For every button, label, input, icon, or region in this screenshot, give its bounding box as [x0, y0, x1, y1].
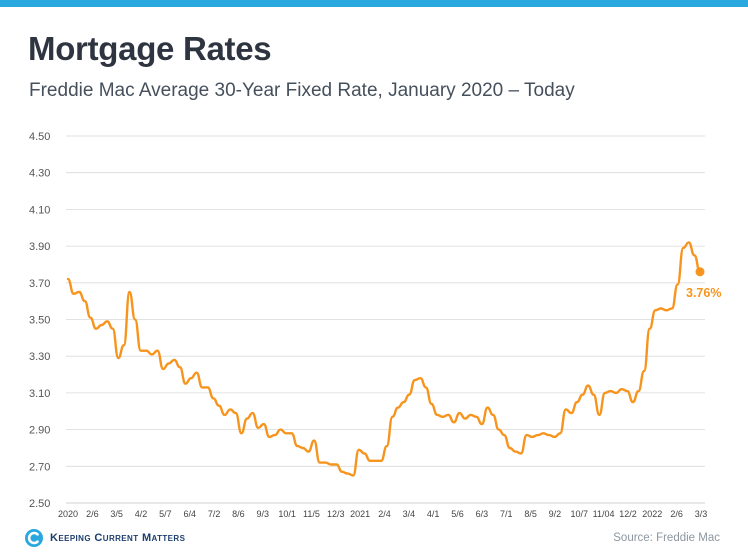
- y-tick-label: 4.10: [29, 204, 50, 216]
- x-tick-label: 2/6: [670, 509, 683, 519]
- x-tick-label: 4/1: [427, 509, 440, 519]
- x-tick-label: 10/7: [571, 509, 589, 519]
- x-tick-label: 2/6: [86, 509, 99, 519]
- chart-subtitle: Freddie Mac Average 30-Year Fixed Rate, …: [29, 80, 575, 101]
- rate-series-line: [66, 241, 702, 477]
- y-tick-label: 4.50: [29, 131, 50, 143]
- x-tick-label: 7/2: [208, 509, 221, 519]
- x-tick-label: 6/4: [183, 509, 196, 519]
- y-tick-label: 4.30: [29, 168, 50, 180]
- x-tick-label: 5/7: [159, 509, 172, 519]
- x-tick-label: 3/4: [403, 509, 416, 519]
- x-tick-label: 2020: [58, 509, 78, 519]
- x-tick-label: 6/3: [476, 509, 489, 519]
- y-tick-label: 3.30: [29, 351, 50, 363]
- last-value-label: 3.76%: [686, 286, 721, 300]
- x-tick-label: 9/3: [257, 509, 270, 519]
- y-tick-label: 2.90: [29, 425, 50, 437]
- y-axis-tick-labels: 4.50 4.30 4.10 3.90 3.70 3.50 3.30 3.10 2.90 2.70…: [29, 131, 50, 510]
- top-accent-bar: [0, 0, 748, 7]
- y-tick-label: 3.50: [29, 315, 50, 327]
- x-axis-tick-labels: 2020 2/6 3/5 4/2 5/7 6/4 7/2 8/6 9/3 10/1 11/5 12/3…: [58, 509, 707, 519]
- logo-text: Keeping Current Matters: [50, 532, 186, 544]
- x-tick-label: 11/04: [593, 509, 615, 519]
- x-tick-label: 3/3: [695, 509, 708, 519]
- x-tick-label: 3/5: [110, 509, 123, 519]
- x-tick-label: 9/2: [549, 509, 562, 519]
- x-tick-label: 10/1: [278, 509, 296, 519]
- chart-title: Mortgage Rates: [28, 30, 272, 67]
- x-tick-label: 8/6: [232, 509, 245, 519]
- last-data-point: [695, 267, 705, 277]
- y-tick-label: 3.70: [29, 278, 50, 290]
- y-tick-label: 2.50: [29, 498, 50, 510]
- y-tick-label: 3.90: [29, 241, 50, 253]
- x-tick-label: 4/2: [135, 509, 148, 519]
- x-tick-label: 5/6: [451, 509, 464, 519]
- logo: Keeping Current Matters: [24, 527, 185, 549]
- x-tick-label: 12/3: [327, 509, 345, 519]
- x-tick-label: 8/5: [524, 509, 537, 519]
- x-tick-label: 7/1: [500, 509, 513, 519]
- y-tick-label: 3.10: [29, 388, 50, 400]
- source-note: Source: Freddie Mac: [613, 532, 720, 544]
- x-tick-label: 12/2: [619, 509, 637, 519]
- x-tick-label: 2021: [350, 509, 370, 519]
- x-tick-label: 2/4: [378, 509, 391, 519]
- x-tick-label: 2022: [642, 509, 662, 519]
- kcm-logo-icon: [25, 529, 43, 547]
- line-chart: 4.50 4.30 4.10 3.90 3.70 3.50 3.30 3.10 2.90 2.70…: [29, 131, 721, 519]
- y-tick-label: 2.70: [29, 461, 50, 473]
- grid-lines: [66, 135, 705, 504]
- x-tick-label: 11/5: [303, 509, 320, 519]
